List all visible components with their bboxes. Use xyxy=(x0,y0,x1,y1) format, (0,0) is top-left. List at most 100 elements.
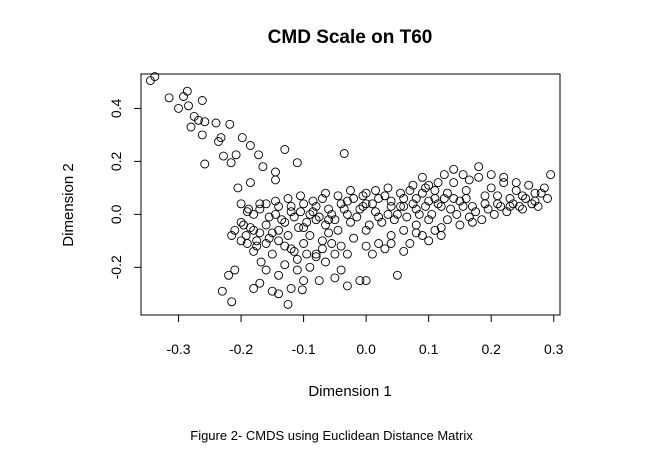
data-point xyxy=(258,162,268,172)
data-point xyxy=(236,217,246,227)
data-point xyxy=(417,231,427,240)
data-point xyxy=(546,170,556,180)
data-point xyxy=(292,254,302,264)
data-point xyxy=(224,270,234,280)
data-point xyxy=(280,217,290,227)
data-point xyxy=(230,225,240,235)
data-point xyxy=(380,244,390,254)
data-point xyxy=(386,196,396,206)
y-tick-label: -0.2 xyxy=(108,255,124,279)
data-point xyxy=(474,162,484,172)
data-point xyxy=(433,178,443,188)
data-point xyxy=(367,199,377,209)
data-point xyxy=(321,220,330,230)
data-point xyxy=(254,150,264,160)
data-point xyxy=(317,244,327,254)
data-point xyxy=(430,194,440,203)
data-point xyxy=(439,170,449,180)
data-point xyxy=(355,276,365,286)
data-point xyxy=(349,233,359,243)
data-points xyxy=(145,72,556,309)
data-point xyxy=(297,285,307,295)
data-point xyxy=(305,262,315,272)
data-point xyxy=(264,212,274,222)
data-point xyxy=(421,201,430,211)
data-point xyxy=(336,199,346,209)
x-tick-label: -0.2 xyxy=(229,341,253,357)
data-point xyxy=(241,231,251,240)
data-point xyxy=(455,220,465,230)
data-point xyxy=(396,188,405,198)
data-point xyxy=(311,215,321,225)
data-point xyxy=(289,212,299,222)
data-point xyxy=(283,299,293,309)
data-point xyxy=(244,204,254,214)
data-point xyxy=(430,225,440,235)
data-point xyxy=(249,225,259,235)
data-point xyxy=(467,201,477,211)
data-point xyxy=(271,167,280,177)
data-point xyxy=(305,209,315,219)
data-point xyxy=(327,239,337,248)
data-point xyxy=(286,207,296,217)
data-point xyxy=(296,207,305,217)
data-point xyxy=(267,249,277,259)
data-point xyxy=(377,217,387,227)
data-point xyxy=(333,225,343,235)
x-tick-label: 0.3 xyxy=(544,341,564,357)
data-point xyxy=(252,241,262,251)
data-point xyxy=(321,257,330,267)
data-point xyxy=(184,101,193,111)
data-point xyxy=(458,170,468,180)
data-point xyxy=(346,186,355,195)
data-point xyxy=(417,172,427,182)
data-point xyxy=(292,265,302,275)
data-point xyxy=(514,201,524,211)
data-point xyxy=(424,196,434,206)
data-point xyxy=(421,183,430,193)
data-point xyxy=(489,209,499,219)
data-point xyxy=(150,72,160,82)
data-point xyxy=(361,276,371,286)
data-point xyxy=(414,209,424,219)
data-point xyxy=(200,117,210,127)
data-point xyxy=(267,286,277,296)
data-point xyxy=(311,201,321,211)
data-point xyxy=(283,231,293,240)
data-point xyxy=(227,297,237,307)
data-point xyxy=(386,239,396,248)
data-point xyxy=(424,180,434,190)
data-point xyxy=(245,223,255,233)
data-point xyxy=(464,175,474,185)
data-point xyxy=(227,231,237,240)
data-point xyxy=(194,115,203,125)
data-point xyxy=(242,239,252,248)
data-point xyxy=(280,260,290,270)
data-point xyxy=(439,194,449,203)
data-point xyxy=(518,191,527,201)
data-point xyxy=(361,199,371,209)
cmd-scale-scatter-chart: CMD Scale on T60 -0.3 -0.2 -0.1 0.0 0.1 0.2 0.… xyxy=(60,27,564,400)
data-point xyxy=(182,86,192,96)
data-point xyxy=(349,194,359,203)
data-point xyxy=(480,191,490,201)
data-point xyxy=(336,265,346,275)
data-point xyxy=(280,241,290,251)
data-point xyxy=(433,199,443,209)
data-point xyxy=(274,201,284,211)
data-point xyxy=(333,191,343,201)
x-tick-label: -0.3 xyxy=(166,341,190,357)
data-point xyxy=(527,199,537,209)
data-point xyxy=(237,133,247,143)
data-point xyxy=(271,175,280,185)
data-point xyxy=(543,194,552,203)
data-point xyxy=(186,122,196,132)
data-point xyxy=(449,194,459,203)
data-point xyxy=(383,209,393,219)
data-point xyxy=(383,183,393,193)
data-point xyxy=(342,209,352,219)
data-point xyxy=(374,194,384,203)
data-point xyxy=(217,286,227,296)
data-point xyxy=(324,215,334,225)
data-point xyxy=(408,180,418,190)
